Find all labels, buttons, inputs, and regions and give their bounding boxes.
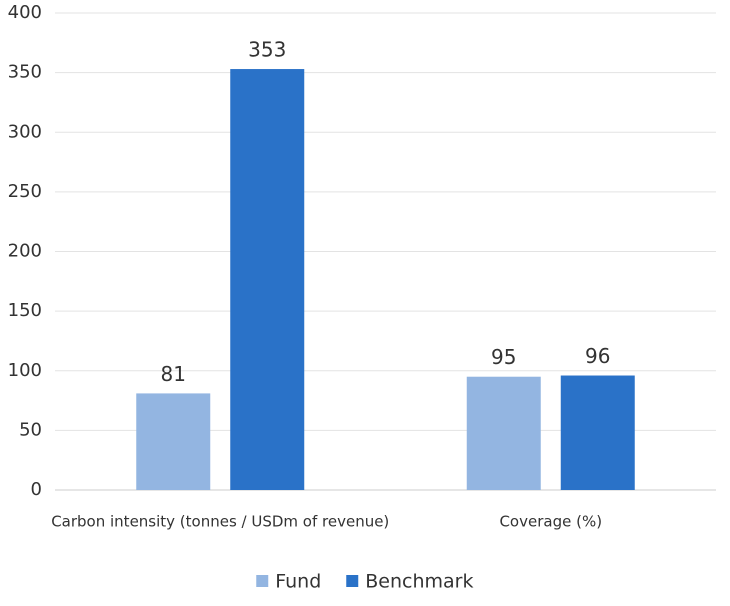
legend-swatch (346, 575, 359, 587)
y-tick-label: 350 (8, 62, 42, 83)
x-tick-label: Coverage (%) (499, 513, 602, 531)
y-tick-label: 150 (8, 300, 42, 321)
value-label: 81 (161, 362, 186, 386)
bar (230, 69, 305, 491)
bar (466, 376, 541, 490)
x-tick-label: Carbon intensity (tonnes / USDm of reven… (51, 513, 389, 531)
y-tick-label: 300 (8, 121, 42, 142)
y-tick-label: 250 (8, 181, 42, 202)
y-tick-label: 400 (8, 2, 42, 23)
y-tick-label: 100 (8, 360, 42, 381)
value-label: 95 (491, 345, 516, 369)
legend-label: Benchmark (365, 571, 473, 593)
legend-label: Fund (275, 571, 321, 593)
bar (560, 375, 635, 490)
bar (136, 393, 211, 490)
value-label: 353 (248, 38, 286, 62)
value-label: 96 (585, 344, 610, 368)
y-tick-label: 50 (19, 419, 42, 440)
legend-swatch (256, 575, 269, 587)
y-tick-label: 0 (31, 479, 42, 500)
y-tick-label: 200 (8, 241, 42, 262)
